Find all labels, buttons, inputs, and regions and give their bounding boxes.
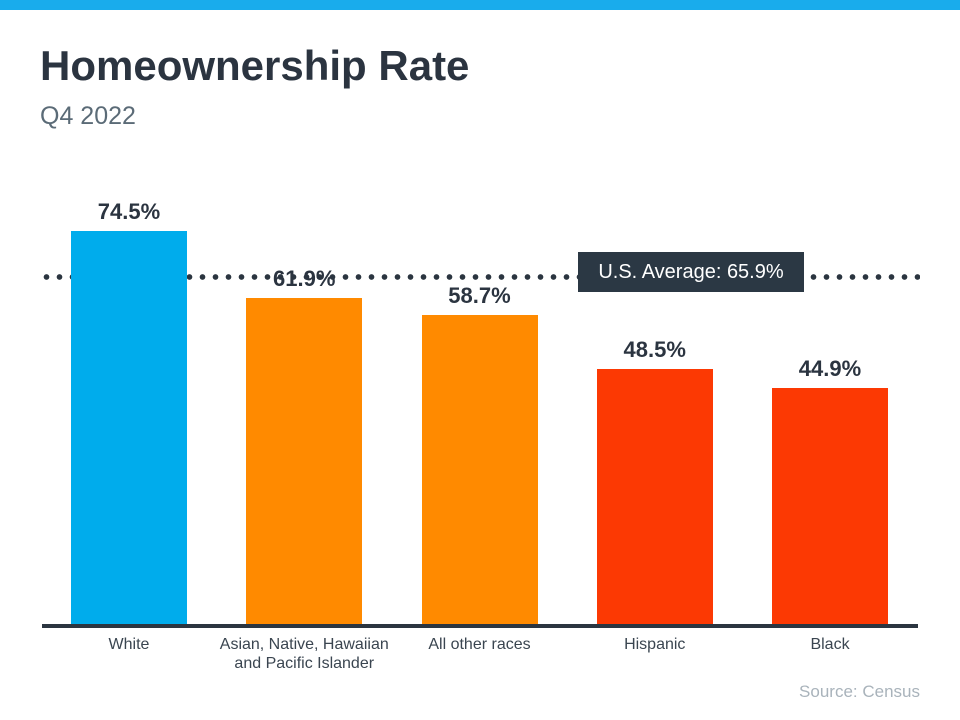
source-attribution: Source: Census bbox=[799, 682, 920, 701]
category-label: Asian, Native, Hawaiian and Pacific Islan… bbox=[219, 636, 389, 672]
category-label: All other races bbox=[428, 636, 531, 653]
top-accent-bar bbox=[0, 0, 960, 10]
us-average-callout: U.S. Average: 65.9% bbox=[578, 252, 804, 292]
bar-value-label: 48.5% bbox=[623, 337, 686, 362]
category-label: Black bbox=[810, 636, 850, 653]
bar-value-label: 61.9% bbox=[273, 266, 336, 291]
us-average-reference-line bbox=[40, 272, 920, 281]
chart-title: Homeownership Rate bbox=[40, 42, 470, 89]
bar-white bbox=[71, 231, 187, 626]
bar-black bbox=[772, 388, 888, 626]
bar-all-other-races bbox=[421, 315, 538, 626]
bar-value-label: 44.9% bbox=[798, 356, 862, 381]
bar-value-label: 58.7% bbox=[448, 283, 511, 308]
category-label: White bbox=[108, 636, 150, 653]
x-axis-baseline bbox=[42, 624, 918, 628]
bar-value-label: 74.5% bbox=[97, 199, 161, 224]
category-label: Hispanic bbox=[624, 636, 686, 653]
bar-asian-native-hawaiian-and-pacific-islander bbox=[246, 298, 363, 626]
bar-hispanic bbox=[596, 369, 713, 626]
chart-subtitle: Q4 2022 bbox=[40, 102, 136, 130]
